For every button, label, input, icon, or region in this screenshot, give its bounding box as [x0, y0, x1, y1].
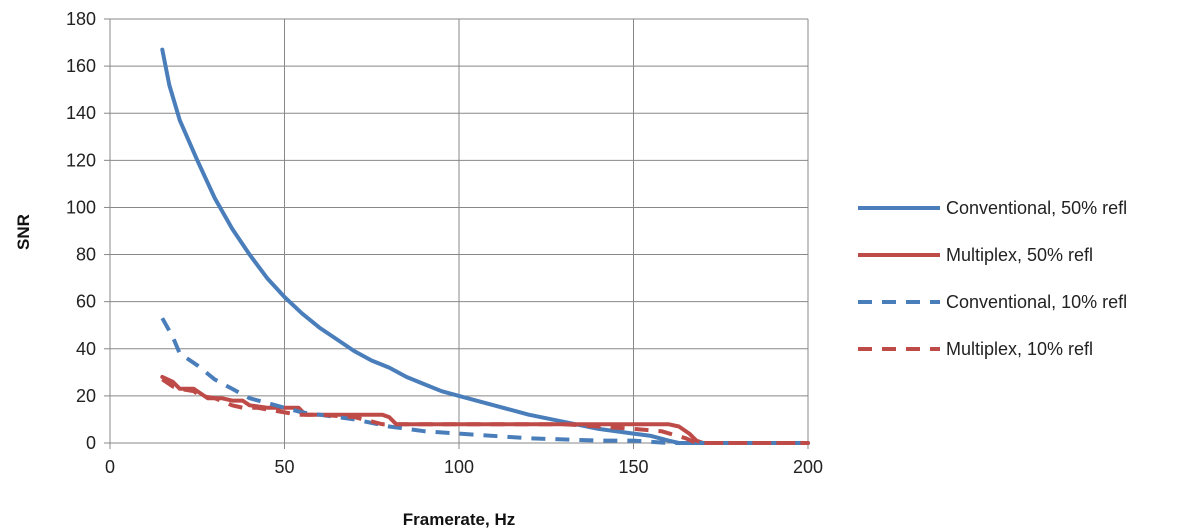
x-axis-title: Framerate, Hz	[403, 510, 515, 529]
x-tick-label: 150	[618, 457, 648, 477]
series-line-1	[160, 47, 810, 445]
legend-label: Conventional, 10% refl	[946, 292, 1127, 312]
series-lines	[160, 47, 810, 445]
x-axis-ticks: 0 50 100 150 200	[105, 457, 823, 477]
legend: Conventional, 50% refl Multiplex, 50% ref…	[858, 198, 1127, 359]
y-tick-label: 140	[66, 103, 96, 123]
y-tick-label: 160	[66, 56, 96, 76]
x-tick-label: 200	[793, 457, 823, 477]
y-tick-label: 80	[76, 245, 96, 265]
y-tick-label: 0	[86, 433, 96, 453]
grid	[104, 18, 809, 449]
y-axis-ticks: 0 20 40 60 80 100 120 140 160 180	[66, 9, 96, 453]
series-line-3	[160, 317, 808, 445]
legend-label: Conventional, 50% refl	[946, 198, 1127, 218]
legend-label: Multiplex, 10% refl	[946, 339, 1093, 359]
y-axis-title: SNR	[14, 214, 33, 250]
legend-label: Multiplex, 50% refl	[946, 245, 1093, 265]
y-tick-label: 100	[66, 197, 96, 217]
series-line-4	[161, 377, 808, 445]
y-tick-label: 120	[66, 150, 96, 170]
y-tick-label: 60	[76, 292, 96, 312]
x-tick-label: 50	[274, 457, 294, 477]
y-tick-label: 40	[76, 339, 96, 359]
x-tick-label: 100	[444, 457, 474, 477]
y-tick-label: 20	[76, 386, 96, 406]
y-tick-label: 180	[66, 9, 96, 29]
x-tick-label: 0	[105, 457, 115, 477]
